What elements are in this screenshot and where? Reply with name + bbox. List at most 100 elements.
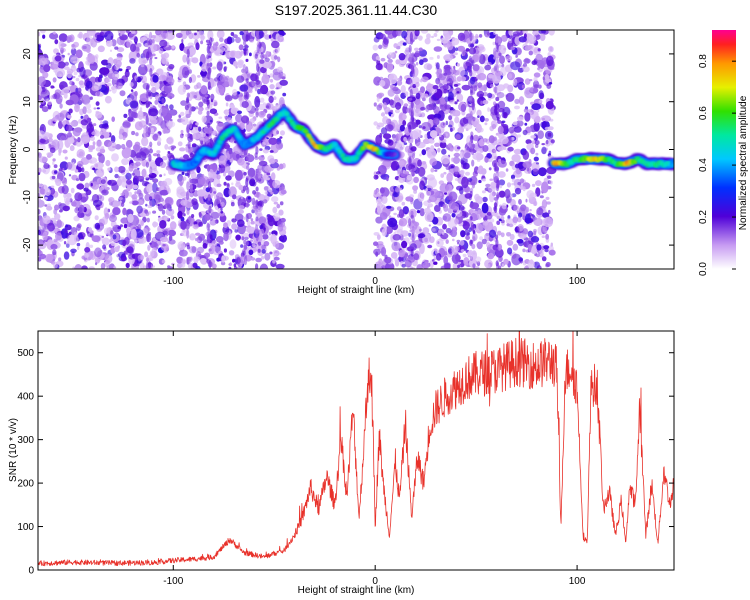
noise-blob bbox=[228, 77, 234, 87]
noise-blob bbox=[548, 209, 551, 215]
noise-streak bbox=[188, 30, 192, 35]
noise-blob bbox=[391, 113, 394, 118]
noise-blob bbox=[61, 87, 70, 95]
noise-blob bbox=[114, 166, 119, 173]
noise-blob bbox=[123, 113, 128, 118]
noise-blob bbox=[72, 162, 75, 166]
noise-blob bbox=[38, 76, 46, 87]
noise-blob bbox=[232, 88, 238, 96]
noise-blob bbox=[75, 77, 80, 82]
noise-blob bbox=[415, 81, 420, 88]
noise-blob bbox=[136, 175, 145, 182]
noise-blob bbox=[90, 181, 100, 190]
noise-blob bbox=[545, 262, 551, 267]
noise-blob bbox=[507, 247, 513, 255]
noise-blob bbox=[65, 99, 75, 106]
noise-blob bbox=[80, 196, 87, 203]
noise-blob bbox=[527, 44, 533, 50]
noise-blob bbox=[523, 58, 531, 64]
noise-blob bbox=[182, 54, 188, 63]
noise-blob bbox=[543, 177, 549, 183]
noise-blob bbox=[522, 150, 530, 160]
noise-blob bbox=[442, 203, 446, 209]
noise-blob bbox=[156, 68, 164, 75]
noise-streak bbox=[146, 51, 150, 61]
noise-blob bbox=[383, 36, 389, 45]
noise-blob bbox=[189, 233, 196, 241]
noise-blob bbox=[262, 175, 266, 181]
noise-blob bbox=[154, 56, 158, 60]
noise-blob bbox=[120, 202, 125, 207]
noise-blob bbox=[251, 197, 256, 206]
noise-blob bbox=[66, 240, 70, 245]
noise-blob bbox=[115, 60, 122, 68]
noise-blob bbox=[67, 137, 75, 144]
noise-blob bbox=[132, 184, 139, 190]
noise-blob bbox=[212, 66, 217, 70]
noise-blob bbox=[507, 146, 514, 152]
noise-blob bbox=[503, 146, 507, 150]
noise-streak bbox=[256, 63, 260, 72]
noise-blob bbox=[104, 95, 112, 104]
noise-streak bbox=[469, 256, 473, 261]
noise-blob bbox=[197, 189, 207, 197]
noise-blob bbox=[249, 178, 256, 187]
noise-blob bbox=[224, 66, 228, 69]
noise-blob bbox=[126, 65, 132, 70]
noise-blob bbox=[95, 111, 103, 119]
noise-blob bbox=[70, 187, 75, 194]
noise-blob bbox=[280, 189, 287, 195]
noise-blob bbox=[69, 122, 74, 126]
noise-blob bbox=[460, 249, 465, 253]
noise-blob bbox=[92, 167, 96, 171]
noise-blob bbox=[195, 237, 199, 242]
noise-blob bbox=[400, 85, 406, 94]
noise-streak bbox=[471, 159, 475, 167]
noise-blob bbox=[77, 160, 84, 167]
noise-blob bbox=[88, 266, 95, 269]
noise-blob bbox=[116, 47, 125, 53]
noise-blob bbox=[271, 40, 280, 49]
noise-blob bbox=[263, 241, 270, 247]
noise-blob bbox=[123, 223, 128, 229]
noise-blob bbox=[374, 189, 378, 195]
noise-blob bbox=[476, 241, 483, 250]
noise-blob bbox=[58, 202, 62, 207]
noise-streak bbox=[495, 166, 499, 172]
noise-blob bbox=[456, 63, 460, 67]
noise-blob bbox=[423, 207, 431, 214]
noise-blob bbox=[240, 195, 243, 200]
noise-blob bbox=[52, 93, 58, 100]
noise-blob bbox=[47, 119, 55, 126]
noise-blob bbox=[449, 65, 454, 68]
noise-blob bbox=[152, 221, 157, 228]
noise-streak bbox=[246, 116, 250, 125]
noise-blob bbox=[223, 172, 226, 177]
noise-streak bbox=[469, 190, 473, 197]
noise-blob bbox=[177, 175, 185, 186]
noise-blob bbox=[260, 53, 265, 60]
noise-blob bbox=[112, 207, 121, 216]
noise-blob bbox=[188, 245, 198, 254]
noise-blob bbox=[261, 141, 266, 148]
noise-blob bbox=[373, 36, 380, 43]
noise-blob bbox=[444, 104, 452, 110]
noise-blob bbox=[448, 230, 453, 236]
noise-blob bbox=[421, 121, 432, 132]
noise-blob bbox=[149, 240, 157, 249]
noise-blob bbox=[107, 179, 118, 186]
noise-blob bbox=[216, 183, 222, 188]
noise-streak bbox=[188, 103, 192, 114]
noise-blob bbox=[524, 122, 528, 126]
noise-blob bbox=[481, 190, 486, 194]
noise-blob bbox=[122, 121, 131, 128]
noise-streak bbox=[148, 261, 152, 269]
noise-blob bbox=[414, 47, 419, 51]
noise-blob bbox=[38, 167, 42, 174]
noise-blob bbox=[249, 38, 255, 43]
noise-blob bbox=[272, 71, 282, 81]
noise-blob bbox=[197, 240, 200, 243]
noise-blob bbox=[415, 92, 421, 100]
noise-blob bbox=[498, 158, 502, 163]
noise-blob bbox=[454, 101, 458, 105]
